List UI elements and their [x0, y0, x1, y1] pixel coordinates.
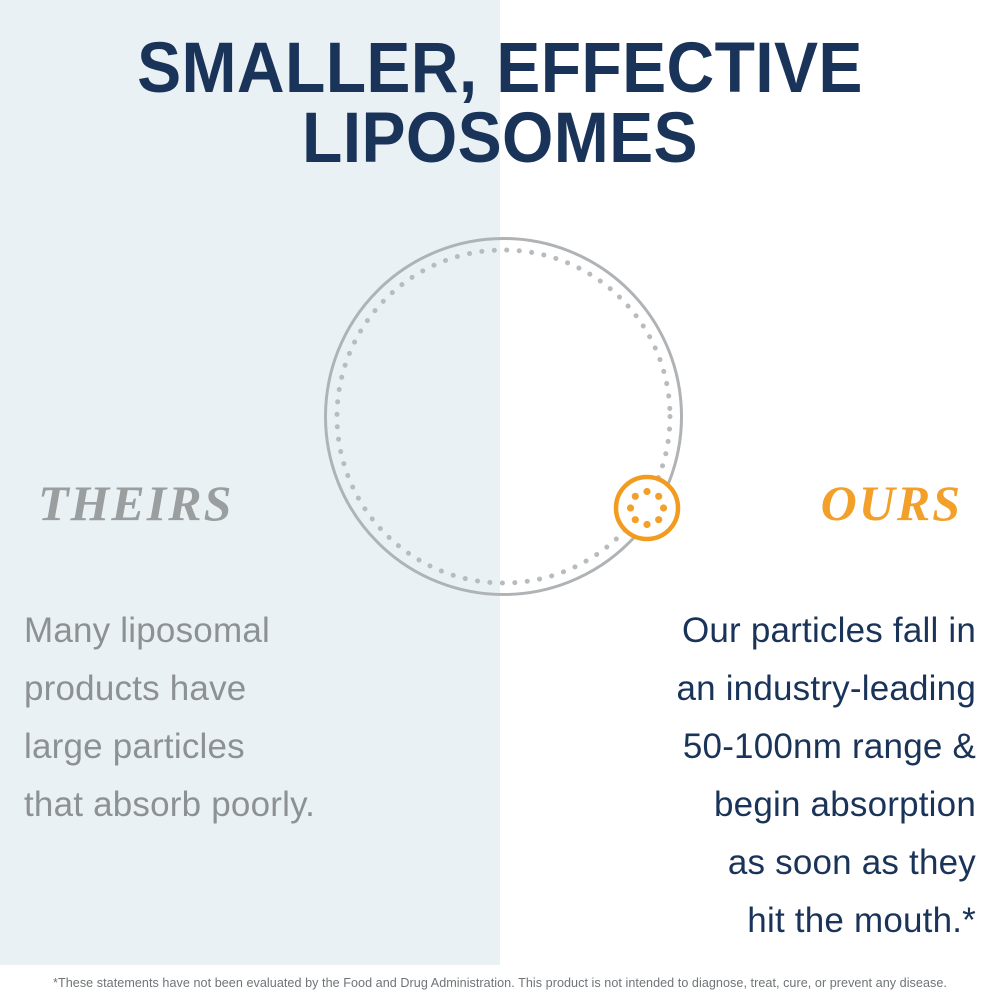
large-liposome-icon — [324, 237, 683, 596]
page-title: SMALLER, EFFECTIVE LIPOSOMES — [137, 29, 863, 178]
fda-disclaimer: *These statements have not been evaluate… — [53, 975, 947, 990]
small-liposome-icon — [613, 474, 681, 542]
body-text-ours: Our particles fall in an industry-leadin… — [676, 611, 976, 940]
large-liposome-illustration — [322, 235, 685, 598]
body-text-theirs: Many liposomal products have large parti… — [24, 611, 316, 824]
small-liposome-illustration — [612, 473, 682, 543]
footer-background — [0, 965, 1000, 1000]
column-label-ours: OURS — [820, 475, 962, 531]
panel-ours-background — [500, 0, 1000, 965]
panel-theirs-background — [0, 0, 500, 965]
column-label-theirs: THEIRS — [38, 475, 234, 531]
